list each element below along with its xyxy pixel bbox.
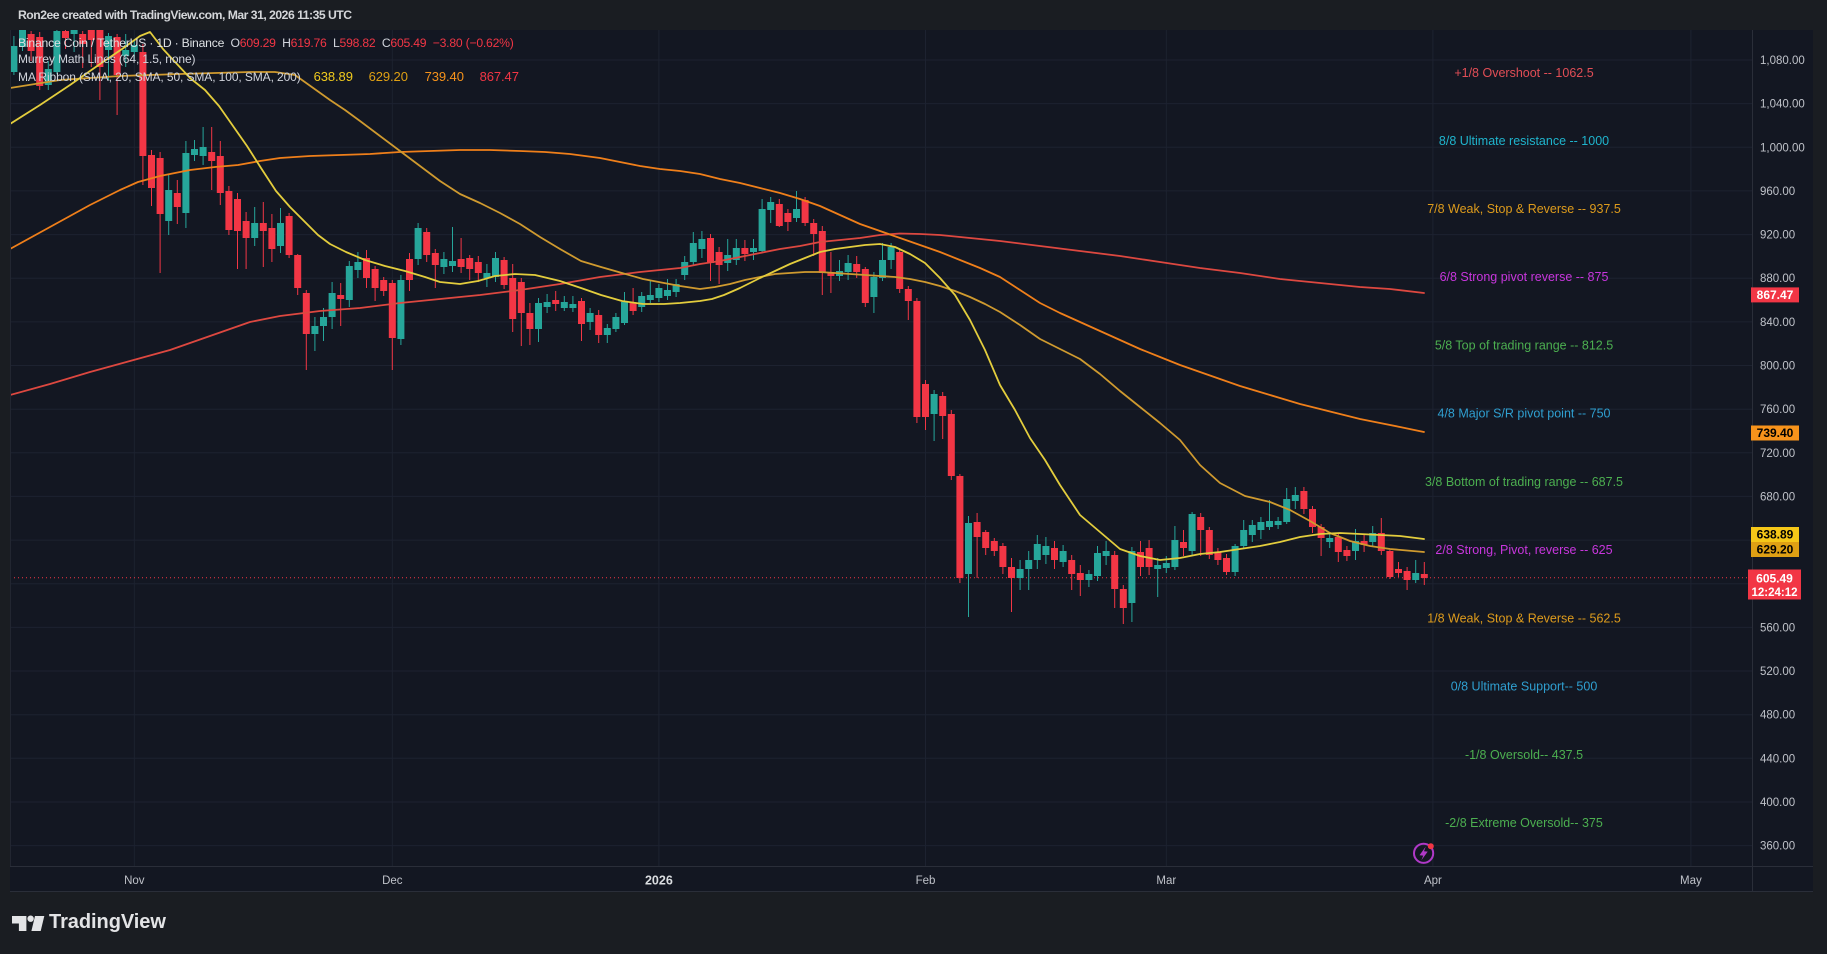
svg-text:6/8 Strong pivot reverse -- 8: 6/8 Strong pivot reverse -- 875 xyxy=(1440,270,1609,284)
svg-text:1/8 Weak, Stop & Reverse -- 5: 1/8 Weak, Stop & Reverse -- 562.5 xyxy=(1427,611,1621,625)
svg-text:520.00: 520.00 xyxy=(1760,666,1795,678)
svg-text:440.00: 440.00 xyxy=(1760,753,1795,765)
svg-text:Apr: Apr xyxy=(1424,875,1442,887)
svg-text:400.00: 400.00 xyxy=(1760,797,1795,809)
svg-text:760.00: 760.00 xyxy=(1760,404,1795,416)
svg-text:4/8 Major S/R pivot point --: 4/8 Major S/R pivot point -- 750 xyxy=(1438,407,1611,421)
svg-text:800.00: 800.00 xyxy=(1760,361,1795,373)
svg-text:360.00: 360.00 xyxy=(1760,841,1795,853)
svg-text:960.00: 960.00 xyxy=(1760,186,1795,198)
svg-text:5/8 Top of trading range -- 8: 5/8 Top of trading range -- 812.5 xyxy=(1435,339,1613,353)
svg-text:739.40: 739.40 xyxy=(1757,426,1794,440)
svg-text:Feb: Feb xyxy=(916,875,936,887)
svg-text:638.89: 638.89 xyxy=(1757,528,1794,542)
svg-text:0/8 Ultimate Support-- 500: 0/8 Ultimate Support-- 500 xyxy=(1451,680,1598,694)
svg-text:720.00: 720.00 xyxy=(1760,448,1795,460)
svg-text:8/8 Ultimate resistance -- 10: 8/8 Ultimate resistance -- 1000 xyxy=(1439,134,1609,148)
svg-text:7/8 Weak, Stop & Reverse -- 9: 7/8 Weak, Stop & Reverse -- 937.5 xyxy=(1427,202,1621,216)
svg-text:1,080.00: 1,080.00 xyxy=(1760,55,1805,67)
svg-text:-2/8 Extreme Oversold-- 375: -2/8 Extreme Oversold-- 375 xyxy=(1445,816,1603,830)
svg-text:867.47: 867.47 xyxy=(1757,288,1794,302)
svg-text:840.00: 840.00 xyxy=(1760,317,1795,329)
svg-text:1,040.00: 1,040.00 xyxy=(1760,99,1805,111)
svg-text:Mar: Mar xyxy=(1156,875,1176,887)
svg-text:Nov: Nov xyxy=(124,875,145,887)
svg-text:2/8 Strong, Pivot, reverse --: 2/8 Strong, Pivot, reverse -- 625 xyxy=(1435,543,1612,557)
svg-text:+1/8 Overshoot -- 1062.5: +1/8 Overshoot -- 1062.5 xyxy=(1454,66,1593,80)
svg-text:1,000.00: 1,000.00 xyxy=(1760,142,1805,154)
svg-text:-1/8 Oversold-- 437.5: -1/8 Oversold-- 437.5 xyxy=(1465,748,1583,762)
svg-text:560.00: 560.00 xyxy=(1760,622,1795,634)
svg-text:680.00: 680.00 xyxy=(1760,491,1795,503)
svg-text:Dec: Dec xyxy=(382,875,403,887)
svg-text:605.49: 605.49 xyxy=(1756,572,1793,586)
svg-text:2026: 2026 xyxy=(645,874,673,888)
svg-text:629.20: 629.20 xyxy=(1757,543,1794,557)
svg-text:880.00: 880.00 xyxy=(1760,273,1795,285)
svg-text:May: May xyxy=(1680,875,1702,887)
svg-text:3/8 Bottom of trading range --: 3/8 Bottom of trading range -- 687.5 xyxy=(1425,475,1623,489)
svg-text:12:24:12: 12:24:12 xyxy=(1751,587,1797,599)
svg-text:480.00: 480.00 xyxy=(1760,710,1795,722)
svg-text:920.00: 920.00 xyxy=(1760,230,1795,242)
